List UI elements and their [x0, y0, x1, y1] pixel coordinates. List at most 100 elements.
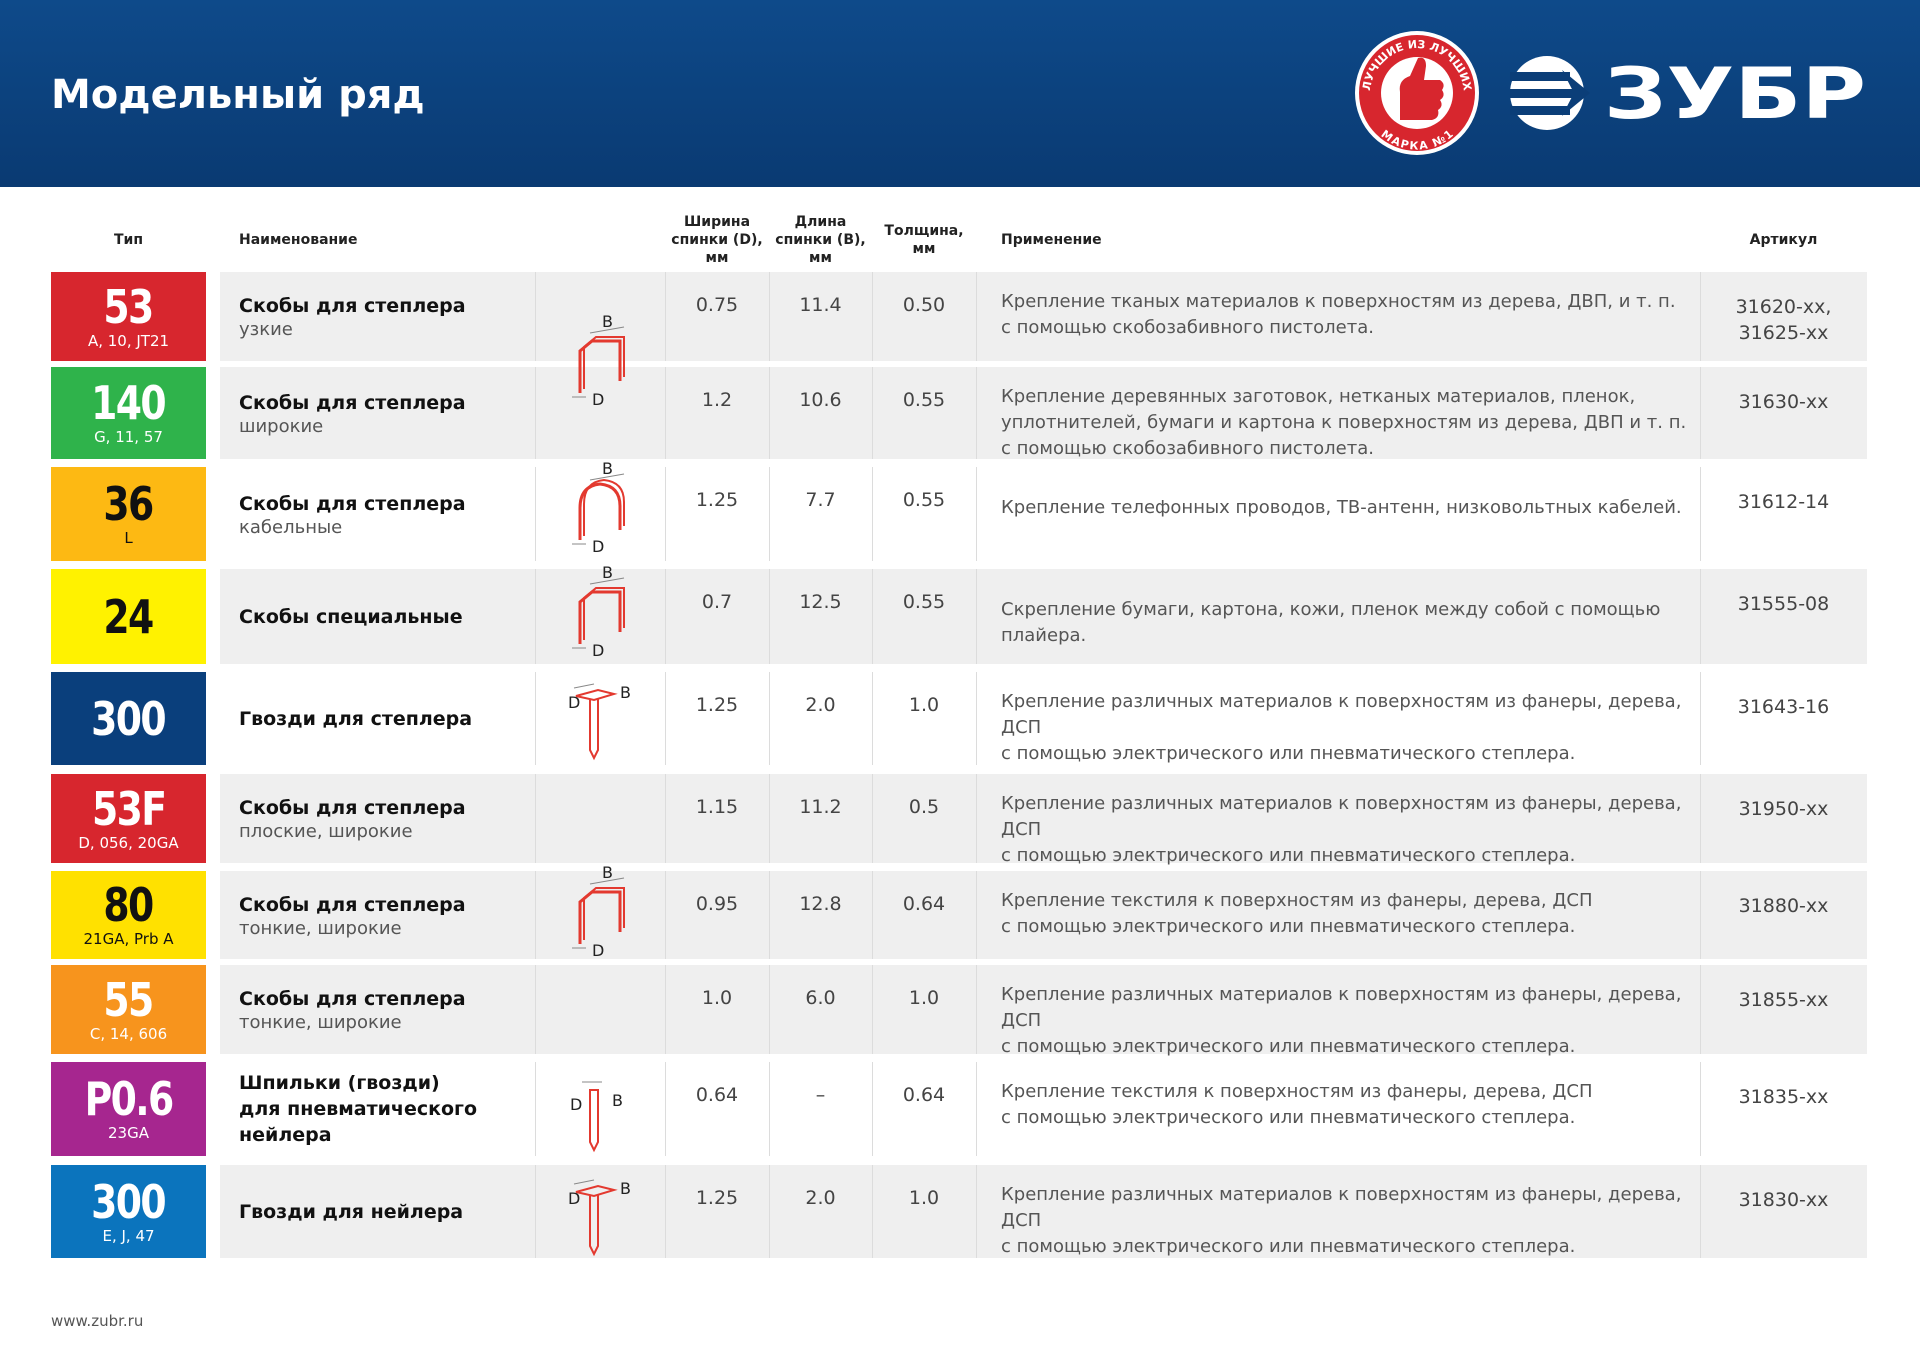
type-badge: 80 21GA, Prb A — [51, 871, 206, 959]
cell-divider — [665, 871, 666, 959]
cell-divider — [769, 467, 770, 561]
cell-divider — [976, 1062, 977, 1156]
application: Крепление тканых материалов к поверхност… — [1001, 291, 1676, 338]
dimension-label: D — [570, 1095, 582, 1114]
icon-staple: BD — [572, 863, 625, 960]
cell-divider — [665, 1062, 666, 1156]
type-aliases: D, 056, 20GA — [78, 833, 179, 852]
spine-width: 0.75 — [695, 294, 739, 316]
cell-divider — [535, 672, 536, 765]
thickness: 1.0 — [908, 694, 940, 716]
cell-divider — [769, 774, 770, 863]
dim-line — [589, 326, 625, 334]
product-name: Скобы для степлера — [239, 797, 466, 819]
article: 31830-xx — [1738, 1189, 1829, 1211]
cell-divider — [665, 965, 666, 1054]
cell-divider — [872, 569, 873, 664]
dimension-label: B — [620, 683, 631, 702]
cell-divider — [1700, 672, 1701, 765]
product-name: Скобы для степлера — [239, 295, 466, 317]
product-name: Гвозди для нейлера — [239, 1200, 464, 1223]
row-bg — [220, 272, 1867, 361]
dimension-label: B — [602, 563, 613, 582]
cell-divider — [769, 367, 770, 459]
row-bg — [220, 1062, 1867, 1156]
dim-line — [589, 577, 625, 585]
column-header: Ширина спинки (D), мм — [671, 214, 763, 266]
cell-divider — [769, 965, 770, 1054]
logos: ЛУЧШИЕ ИЗ ЛУЧШИХ МАРКА №1 ЗУБР — [1355, 31, 1866, 155]
name-cell: Скобы для степлера узкие — [239, 272, 529, 361]
article: 31620-xx, 31625-xx — [1735, 296, 1832, 344]
nail-head — [575, 688, 618, 702]
type-badge: 300 E, J, 47 — [51, 1165, 206, 1258]
spine-width: 1.15 — [695, 796, 739, 818]
spine-length: 12.8 — [799, 893, 842, 915]
type-badge: 36 L — [51, 467, 206, 561]
cell-divider — [976, 272, 977, 361]
type-badge: 53 A, 10, JT21 — [51, 272, 206, 361]
spine-width: 0.64 — [695, 1084, 739, 1106]
icon-nail: DB — [568, 1179, 631, 1257]
row-bg — [220, 965, 1867, 1054]
name-cell: Скобы специальные — [239, 569, 529, 664]
thickness: 0.55 — [902, 591, 946, 613]
cell-divider — [872, 1165, 873, 1258]
product-name: Шпильки (гвозди) для пневматического ней… — [239, 1072, 478, 1146]
type-badge: 55 C, 14, 606 — [51, 965, 206, 1054]
cell-divider — [976, 467, 977, 561]
spine-length: 11.4 — [799, 294, 842, 316]
cell-divider — [535, 965, 536, 1054]
cell-divider — [769, 569, 770, 664]
cell-divider — [872, 774, 873, 863]
row-bg — [220, 774, 1867, 863]
cell-divider — [535, 467, 536, 561]
icon-nail: DB — [568, 683, 631, 761]
application: Крепление телефонных проводов, ТВ-антенн… — [1001, 497, 1682, 518]
application: Скрепление бумаги, картона, кожи, пленок… — [1001, 599, 1661, 646]
article: 31880-xx — [1738, 895, 1829, 917]
product-name: Гвозди для степлера — [239, 707, 473, 730]
cell-divider — [976, 871, 977, 959]
dimension-label: D — [568, 693, 580, 712]
type-code: 55 — [103, 972, 155, 1027]
column-header: Толщина, мм — [884, 223, 964, 257]
type-code: 140 — [91, 376, 167, 430]
icon-cable: BD — [572, 459, 625, 556]
row-bg — [220, 1165, 1867, 1258]
type-code: 24 — [103, 589, 155, 644]
type-code: 300 — [91, 1174, 167, 1229]
spine-length: 11.2 — [799, 796, 842, 818]
header-band: Модельный ряд ЛУЧШИЕ ИЗ ЛУЧШИХ МАРКА №1 … — [0, 0, 1920, 187]
spine-length: – — [815, 1084, 826, 1106]
badge-thumb — [1399, 57, 1444, 120]
product-name: Скобы специальные — [239, 605, 463, 628]
cell-divider — [976, 367, 977, 459]
thickness: 1.0 — [908, 987, 940, 1009]
thickness: 0.5 — [908, 796, 940, 818]
row-bg — [220, 467, 1867, 561]
name-cell: Гвозди для нейлера — [239, 1165, 529, 1258]
thickness: 0.50 — [902, 294, 946, 316]
cell-divider — [665, 272, 666, 361]
cell-divider — [1700, 871, 1701, 959]
dimension-label: B — [612, 1091, 623, 1110]
product-name: Скобы для степлера — [239, 391, 466, 414]
type-code: P0.6 — [84, 1072, 175, 1126]
staple-front — [578, 482, 622, 540]
cell-divider — [665, 1165, 666, 1258]
cell-divider — [872, 672, 873, 765]
type-aliases: 21GA, Prb A — [83, 930, 174, 948]
column-header: Тип — [113, 232, 144, 248]
cell-divider — [1700, 1062, 1701, 1156]
type-code: 80 — [103, 878, 155, 932]
cell-divider — [769, 672, 770, 765]
spine-width: 0.7 — [701, 591, 733, 613]
cell-divider — [872, 272, 873, 361]
product-name: Скобы для степлера — [239, 988, 466, 1010]
cell-divider — [976, 672, 977, 765]
dimension-label: D — [568, 1189, 580, 1208]
dimension-label: B — [602, 863, 613, 882]
cell-divider — [665, 467, 666, 561]
